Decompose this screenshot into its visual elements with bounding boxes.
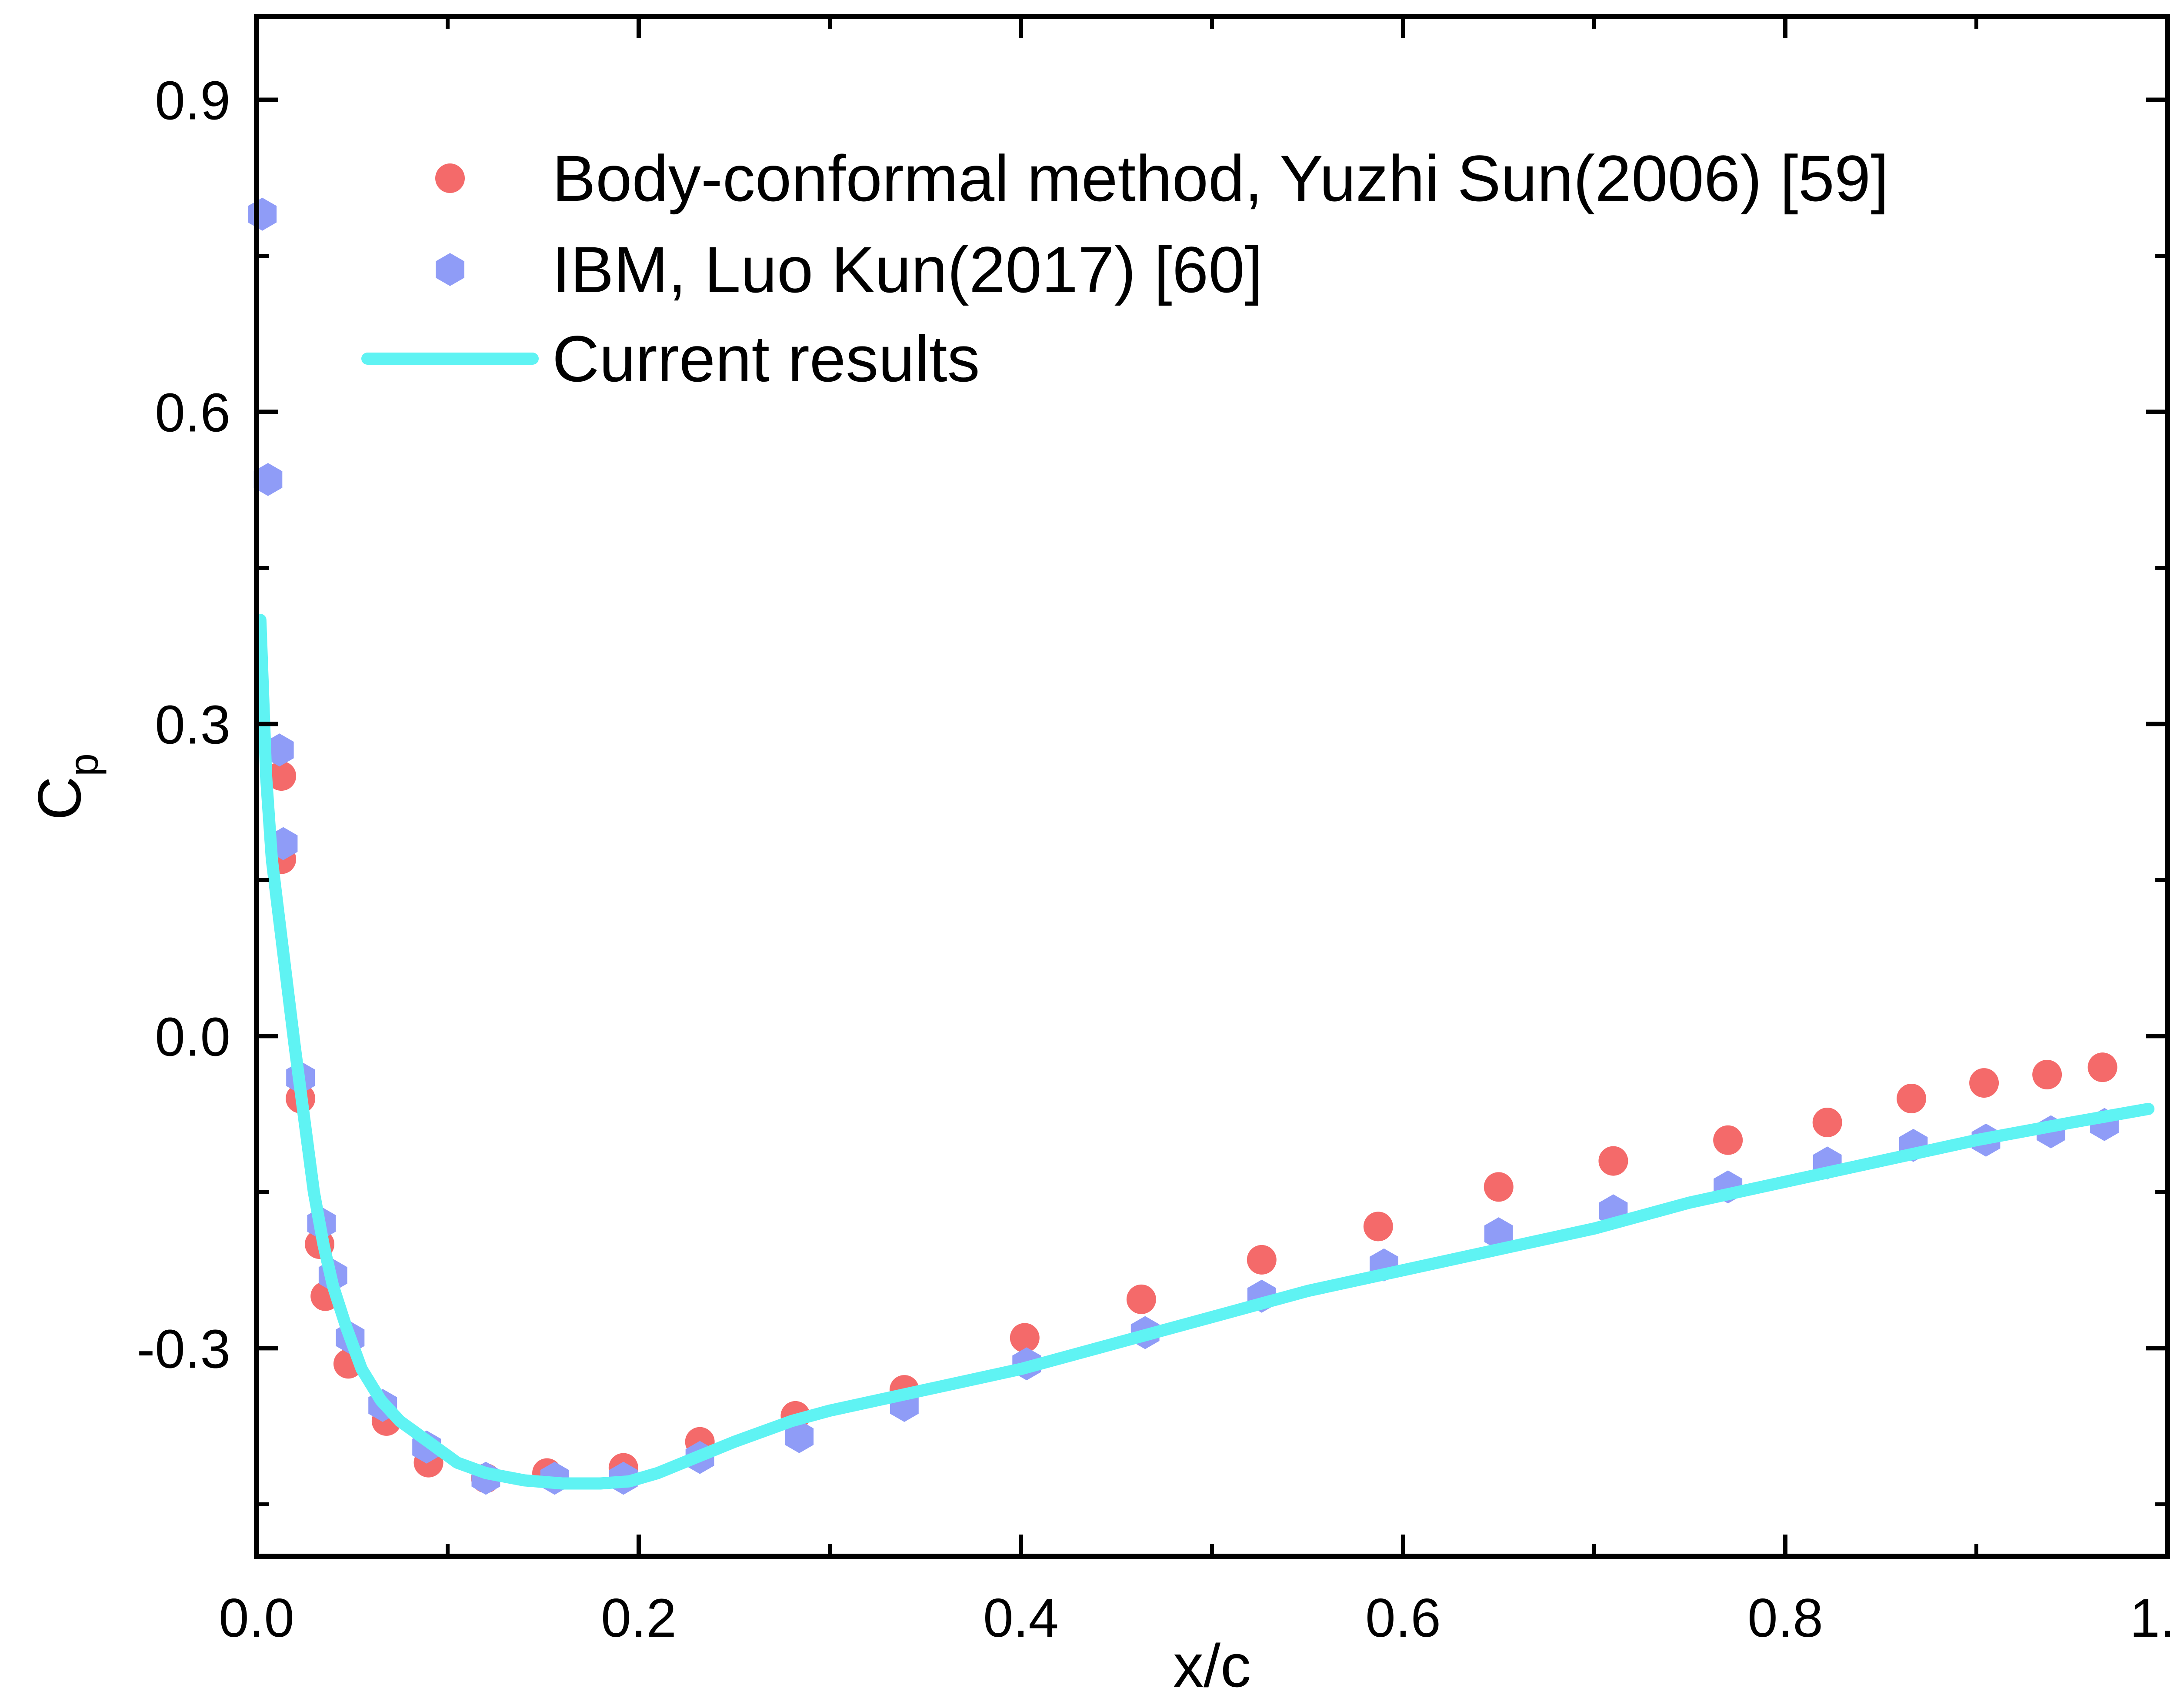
plot-area xyxy=(248,197,2155,1495)
x-tick-label: 0.6 xyxy=(1365,1588,1441,1648)
x-tick-label: 0.0 xyxy=(219,1588,294,1648)
y-tick-label: 0.9 xyxy=(155,70,230,131)
legend-label: IBM, Luo Kun(2017) [60] xyxy=(552,233,1263,306)
legend-marker-circle xyxy=(435,163,465,193)
y-axis-title-main: C xyxy=(25,776,93,820)
legend-label: Body-conformal method, Yuzhi Sun(2006) [… xyxy=(552,142,1889,215)
y-tick-label: 0.6 xyxy=(155,383,230,443)
data-point-circle xyxy=(267,761,297,791)
series-3 xyxy=(254,614,2155,1490)
data-point-circle xyxy=(1363,1212,1393,1242)
y-tick-label: -0.3 xyxy=(137,1319,230,1379)
data-point-circle xyxy=(1812,1108,1842,1138)
y-axis-title-subscript: p xyxy=(61,753,107,776)
data-point-hexagon xyxy=(253,463,283,496)
y-tick-label: 0.0 xyxy=(155,1007,230,1067)
current-results-line xyxy=(254,614,2155,1490)
data-point-circle xyxy=(1713,1125,1743,1155)
data-point-circle xyxy=(1010,1323,1040,1353)
x-tick-label: 1.0 xyxy=(2130,1588,2174,1648)
svg-text:Cp: Cp xyxy=(25,753,107,820)
data-point-circle xyxy=(1897,1083,1927,1113)
y-tick-label: 0.3 xyxy=(155,695,230,755)
x-tick-label: 0.4 xyxy=(983,1588,1059,1648)
data-point-circle xyxy=(2087,1052,2117,1082)
y-axis-title: Cp xyxy=(25,753,107,820)
data-point-circle xyxy=(1598,1146,1628,1176)
plot-frame xyxy=(254,14,2170,1559)
data-point-circle xyxy=(2032,1059,2062,1089)
x-tick-label: 0.8 xyxy=(1747,1588,1823,1648)
data-point-hexagon xyxy=(785,1420,814,1453)
axis-labels: 0.0 0.2 0.4 0.6 0.8 1.0 -0.3 0.0 0.3 0.6 0.9 xyxy=(137,70,2174,1648)
legend: Body-conformal method, Yuzhi Sun(2006) [… xyxy=(361,142,1889,395)
data-point-circle xyxy=(1484,1172,1514,1202)
data-point-circle xyxy=(1247,1245,1277,1275)
data-point-hexagon xyxy=(265,733,294,767)
x-axis-title: x/c xyxy=(1173,1631,1251,1700)
legend-marker-hexagon xyxy=(436,253,464,286)
data-point-circle xyxy=(1126,1284,1156,1314)
data-point-circle xyxy=(1969,1068,1999,1098)
legend-label: Current results xyxy=(552,322,980,395)
x-tick-label: 0.2 xyxy=(601,1588,677,1648)
